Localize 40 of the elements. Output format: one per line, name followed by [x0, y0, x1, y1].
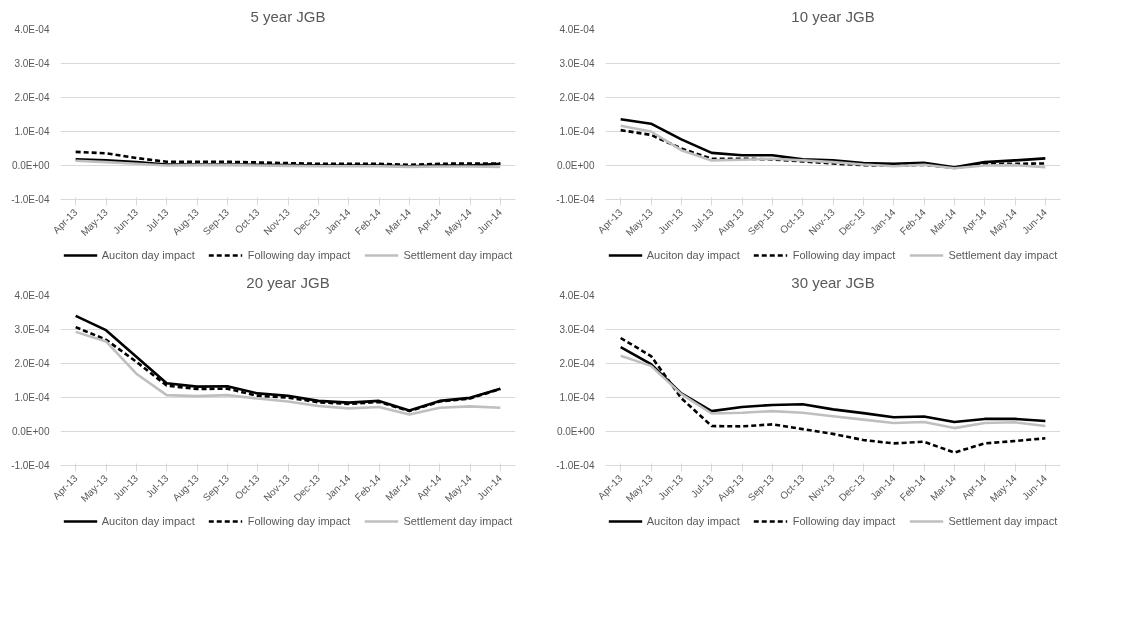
legend-label: Following day impact [792, 249, 896, 261]
y-tick-label: 2.0E-04 [14, 92, 50, 103]
y-tick-label: 3.0E-04 [14, 58, 50, 69]
y-tick-label: 4.0E-04 [559, 24, 595, 35]
legend-label: Auciton day impact [101, 249, 195, 261]
chart-title: 30 year JGB [791, 273, 875, 291]
y-tick-label: 2.0E-04 [559, 358, 595, 369]
y-tick-label: 3.0E-04 [559, 324, 595, 335]
y-tick-label: 4.0E-04 [14, 290, 50, 301]
y-tick-label: 3.0E-04 [14, 324, 50, 335]
y-tick-label: 0.0E+00 [556, 426, 595, 437]
y-tick-label: 1.0E-04 [14, 126, 50, 137]
chart-title: 20 year JGB [246, 273, 330, 291]
legend-label: Settlement day impact [403, 249, 513, 261]
y-tick-label: 1.0E-04 [559, 392, 595, 403]
legend-label: Auciton day impact [646, 249, 740, 261]
y-tick-label: 3.0E-04 [559, 58, 595, 69]
y-tick-label: -1.0E-04 [556, 460, 595, 471]
legend-label: Settlement day impact [948, 515, 1058, 527]
legend-label: Settlement day impact [948, 249, 1058, 261]
y-tick-label: -1.0E-04 [11, 460, 50, 471]
y-tick-label: 0.0E+00 [11, 160, 50, 171]
y-tick-label: 2.0E-04 [559, 92, 595, 103]
y-tick-label: 0.0E+00 [556, 160, 595, 171]
y-tick-label: 4.0E-04 [14, 24, 50, 35]
legend-label: Auciton day impact [646, 515, 740, 527]
y-tick-label: 0.0E+00 [11, 426, 50, 437]
legend-label: Following day impact [247, 515, 351, 527]
y-tick-label: 1.0E-04 [559, 126, 595, 137]
legend-label: Following day impact [792, 515, 896, 527]
chart-title: 5 year JGB [250, 7, 326, 25]
y-tick-label: 4.0E-04 [559, 290, 595, 301]
chart-title: 10 year JGB [791, 7, 875, 25]
y-tick-label: 1.0E-04 [14, 392, 50, 403]
y-tick-label: -1.0E-04 [11, 194, 50, 205]
y-tick-label: 2.0E-04 [14, 358, 50, 369]
legend-label: Auciton day impact [101, 515, 195, 527]
y-tick-label: -1.0E-04 [556, 194, 595, 205]
legend-label: Settlement day impact [403, 515, 513, 527]
legend-label: Following day impact [247, 249, 351, 261]
